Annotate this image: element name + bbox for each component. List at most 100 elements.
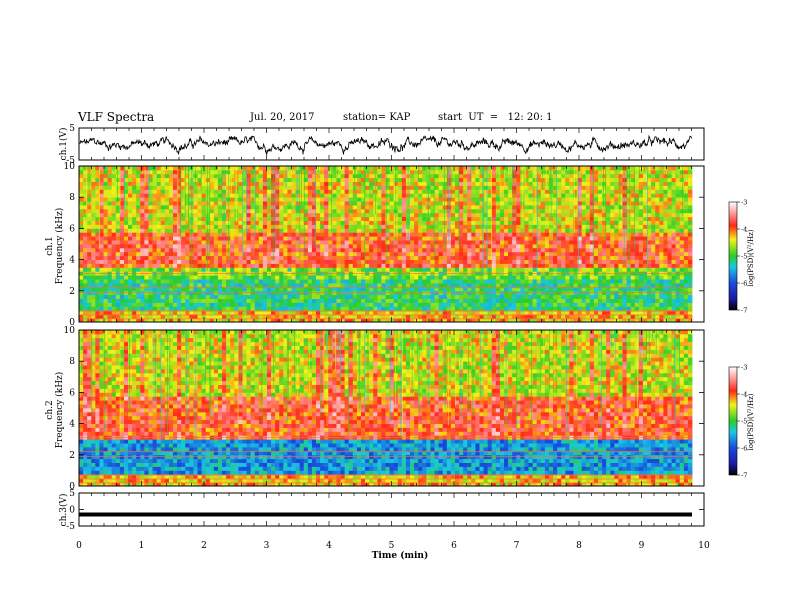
- ch1-spec-cell: [516, 275, 521, 280]
- ch1-spec-cell: [299, 306, 305, 311]
- ch1-spec-cell: [95, 173, 100, 179]
- ch1-spec-cell: [103, 314, 109, 319]
- ch1-spec-cell: [328, 267, 333, 272]
- ch1-spec-cell: [217, 259, 223, 264]
- ch1-spec-cell: [410, 290, 415, 296]
- ch1-spec-cell: [254, 201, 260, 206]
- ch1-spec-cell: [271, 302, 276, 307]
- ch1-spec-cell: [414, 310, 419, 315]
- ch1-spec-cell: [430, 208, 435, 214]
- ch1-spec-cell: [561, 173, 566, 179]
- ch1-spec-cell: [136, 228, 141, 233]
- ch1-spec-cell: [99, 244, 104, 249]
- ch1-spec-cell: [311, 310, 317, 315]
- ch1-spec-cell: [495, 216, 501, 221]
- ch1-spec-cell: [136, 244, 141, 249]
- ch1-spec-cell: [532, 228, 538, 233]
- ch1-spec-cell: [410, 169, 415, 175]
- ch1-spec-cell: [360, 216, 366, 221]
- ch1-spec-cell: [246, 169, 252, 175]
- ch1-spec-cell: [422, 228, 427, 233]
- ch1-spec-cell: [553, 216, 558, 221]
- ch1-spec-cell: [140, 181, 145, 186]
- ch1-spec-cell: [128, 189, 133, 194]
- ch1-spec-cell: [148, 193, 153, 198]
- ch1-spec-cell: [548, 267, 554, 272]
- ch1-spec-cell: [87, 228, 92, 233]
- ch1-spec-cell: [197, 173, 202, 179]
- ch1-spec-cell: [128, 255, 133, 260]
- ch1-spec-cell: [426, 318, 431, 323]
- ch1-spec-cell: [287, 240, 292, 245]
- ch1-spec-cell: [573, 166, 578, 171]
- ch1-spec-cell: [246, 193, 252, 198]
- ch1-spec-cell: [508, 251, 513, 257]
- ch1-spec-cell: [356, 318, 362, 323]
- ch1-spec-cell: [422, 290, 427, 296]
- ch1-spec-cell: [197, 267, 202, 272]
- ch1-spec-cell: [238, 318, 243, 323]
- ch1-spec-cell: [467, 314, 472, 319]
- ch1-spec-cell: [275, 197, 280, 202]
- ch1-spec-cell: [328, 169, 333, 175]
- ch1-spec-cell: [123, 173, 129, 179]
- ch1-spec-cell: [132, 208, 137, 214]
- ch1-spec-cell: [197, 216, 202, 221]
- ch1-spec-cell: [123, 201, 129, 206]
- ch1-spec-cell: [512, 185, 517, 190]
- ch1-spec-cell: [397, 314, 403, 319]
- ch1-spec-cell: [405, 279, 411, 284]
- ch1-spec-cell: [385, 228, 390, 233]
- ch1-spec-cell: [303, 275, 309, 280]
- ch1-spec-cell: [450, 201, 456, 206]
- ch1-spec-cell: [553, 201, 558, 206]
- ch1-spec-cell: [111, 224, 117, 229]
- ch1-spec-cell: [316, 185, 321, 190]
- ch1-spec-cell: [340, 185, 346, 190]
- ch1-spec-cell: [369, 259, 374, 264]
- ch1-spec-cell: [434, 279, 440, 284]
- ch1-spec-cell: [324, 177, 329, 182]
- ch1-spec-cell: [148, 314, 153, 319]
- ch1-spec-cell: [160, 318, 166, 323]
- ch1-spec-cell: [548, 244, 554, 249]
- ch1-spec-cell: [295, 181, 301, 186]
- ch1-spec-cell: [91, 310, 96, 315]
- ch1-spec-cell: [213, 298, 219, 303]
- ch1-spec-cell: [475, 177, 480, 182]
- ch1-spec-cell: [209, 181, 215, 186]
- ch1-spec-cell: [168, 240, 174, 245]
- ch1-spec-cell: [254, 259, 260, 264]
- ch1-trace: [79, 134, 693, 156]
- ch1-spec-cell: [467, 212, 472, 218]
- ch1-spec-cell: [483, 314, 489, 319]
- ch1-spec-cell: [463, 314, 468, 319]
- ch1-spec-cell: [352, 298, 358, 303]
- ch1-spec-cell: [181, 255, 186, 260]
- ch1-spec-cell: [385, 244, 390, 249]
- ch1-spec-cell: [352, 302, 358, 307]
- ch1-spec-cell: [520, 232, 525, 237]
- ch1-spec-cell: [463, 318, 468, 323]
- ch1-spec-cell: [438, 232, 444, 237]
- ch1-spec-cell: [430, 166, 435, 171]
- ch1-spec-cell: [487, 275, 493, 280]
- ch1-spec-cell: [316, 283, 321, 288]
- ch1-spec-cell: [512, 302, 517, 307]
- ch1-spec-cell: [520, 263, 525, 268]
- ch1-spec-cell: [512, 279, 517, 284]
- ch1-spec-cell: [258, 283, 264, 288]
- ch1-spec-cell: [548, 275, 554, 280]
- ch1-spec-cell: [381, 318, 386, 323]
- ch1-spec-cell: [475, 228, 480, 233]
- ch1-spec-cell: [459, 267, 464, 272]
- ch1-spec-cell: [479, 197, 484, 202]
- ch1-spec-cell: [295, 298, 301, 303]
- ch1-spec-cell: [226, 275, 231, 280]
- ch1-spec-cell: [365, 240, 370, 245]
- ch1-spec-cell: [316, 294, 321, 299]
- ch1-spec-cell: [152, 259, 158, 264]
- ch1-spec-cell: [491, 169, 497, 175]
- ch1-spec-cell: [303, 263, 309, 268]
- ch1-spec-cell: [430, 279, 435, 284]
